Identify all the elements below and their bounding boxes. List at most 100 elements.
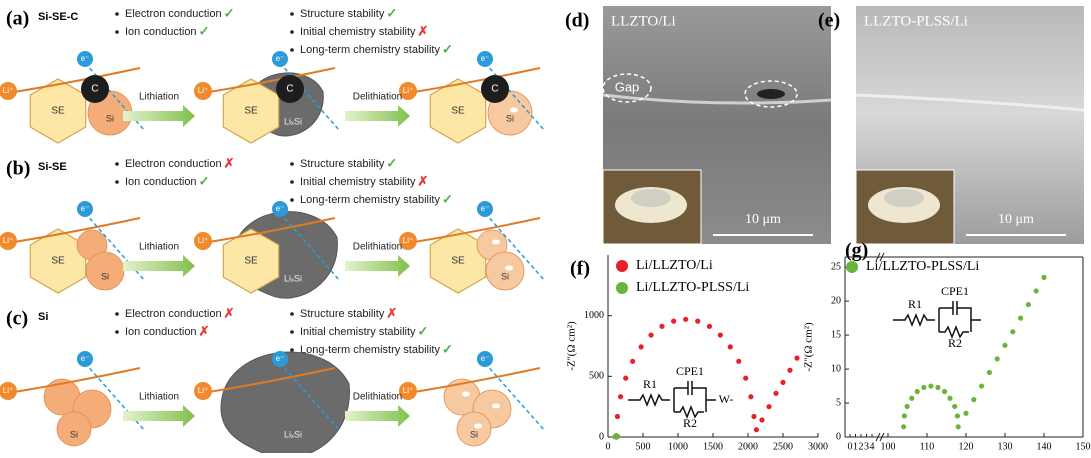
property-status: ✓	[199, 23, 210, 38]
property-status: ✗	[224, 155, 235, 170]
x-tick-label: 140	[1037, 441, 1052, 452]
electron-path	[484, 212, 546, 282]
property: Electron conduction	[125, 158, 222, 170]
process-label: Lithiation	[139, 92, 179, 103]
electrolyte-label: SE	[51, 256, 65, 267]
property-status: ✗	[418, 173, 429, 188]
silicon-label: Si	[70, 429, 78, 439]
electron-path	[279, 212, 341, 282]
data-point	[748, 394, 754, 400]
alloy-label: LiₓSi	[284, 116, 302, 126]
panel-name: Si-SE-C	[38, 11, 78, 23]
ion-icon	[194, 82, 212, 100]
data-point	[914, 388, 920, 395]
circuit-label: R2	[683, 416, 697, 430]
silicon-label: Si	[501, 271, 509, 281]
property-status: ✓	[418, 323, 429, 338]
bullet	[115, 180, 119, 184]
carbon-particle	[481, 75, 509, 103]
property: Long-term chemistry stability	[300, 194, 440, 206]
data-point	[614, 413, 621, 420]
property-status: ✗	[418, 23, 429, 38]
data-point	[904, 403, 910, 410]
ion-label: Li⁺	[198, 236, 208, 245]
property: Initial chemistry stability	[300, 176, 416, 188]
ion-icon	[399, 82, 417, 100]
data-point	[787, 367, 793, 373]
circuit-label: R1	[643, 377, 657, 391]
electron-path	[484, 62, 546, 132]
circuit-wire	[628, 387, 716, 420]
alloy-particle	[220, 351, 350, 458]
capacitor	[687, 381, 693, 395]
circuit-label: CPE1	[676, 364, 704, 378]
x-tick-label: 150	[1076, 441, 1091, 452]
ion-icon	[0, 82, 17, 100]
carbon-label: C	[91, 84, 98, 95]
process-label: Delithiation	[353, 392, 402, 403]
electron-path	[84, 62, 146, 132]
property-status: ✓	[386, 5, 397, 20]
property: Electron conduction	[125, 308, 222, 320]
data-point	[759, 417, 765, 423]
ion-icon	[399, 382, 417, 400]
property-status: ✗	[386, 305, 397, 320]
x-tick-label: 130	[998, 441, 1013, 452]
y-tick-label: 500	[589, 371, 604, 382]
ion-label: Li⁺	[3, 86, 13, 95]
y-tick-label: 10	[831, 363, 841, 374]
x-tick-label: 500	[636, 441, 651, 452]
axis-break-mark	[875, 252, 885, 262]
y-tick-label: 20	[831, 295, 841, 306]
data-point	[1041, 274, 1047, 280]
void	[474, 423, 482, 429]
ion-path	[7, 67, 141, 94]
electron-icon	[77, 351, 93, 367]
bullet	[290, 30, 294, 34]
interface-line	[602, 93, 832, 105]
bullet	[290, 330, 294, 334]
electron-icon	[477, 51, 493, 67]
property: Ion conduction	[125, 26, 197, 38]
electron-label: e⁻	[481, 54, 490, 63]
data-point	[743, 375, 749, 381]
property-status: ✗	[224, 305, 235, 320]
x-tick-label: 1000	[668, 441, 688, 452]
data-point	[751, 413, 757, 420]
panel-label: (a)	[6, 8, 29, 30]
x-tick-label: 2000	[738, 441, 758, 452]
property-status: ✓	[199, 173, 210, 188]
x-tick-label: 100	[881, 441, 896, 452]
silicon-label: Si	[506, 113, 514, 123]
y-tick-label: 5	[836, 397, 841, 408]
property: Initial chemistry stability	[300, 26, 416, 38]
circuit-label: R1	[908, 297, 922, 311]
data-point	[717, 332, 723, 338]
silicon-particle	[485, 251, 525, 291]
electrolyte-label: SE	[51, 106, 65, 117]
data-point	[901, 413, 907, 419]
ion-path	[7, 217, 141, 244]
gap-marker	[744, 80, 798, 108]
data-point	[909, 395, 915, 401]
data-point	[773, 390, 779, 396]
electrolyte-label: SE	[244, 256, 258, 267]
circuit-label: R2	[948, 336, 962, 350]
electron-label: e⁻	[81, 54, 90, 63]
bullet	[290, 162, 294, 166]
property: Electron conduction	[125, 8, 222, 20]
circuit-label: W-	[719, 392, 734, 406]
process-label: Delithiation	[353, 242, 402, 253]
electron-icon	[77, 201, 93, 217]
ion-icon	[194, 232, 212, 250]
data-point	[695, 318, 701, 324]
legend-label: Li/LLZTO-PLSS/Li	[866, 259, 979, 274]
data-point	[780, 379, 786, 385]
alloy-label: LiₓSi	[284, 429, 302, 439]
y-tick-label: 0	[836, 431, 841, 442]
electron-icon	[272, 351, 288, 367]
carbon-label: C	[491, 84, 498, 95]
ion-icon	[0, 232, 17, 250]
electron-label: e⁻	[81, 354, 90, 363]
